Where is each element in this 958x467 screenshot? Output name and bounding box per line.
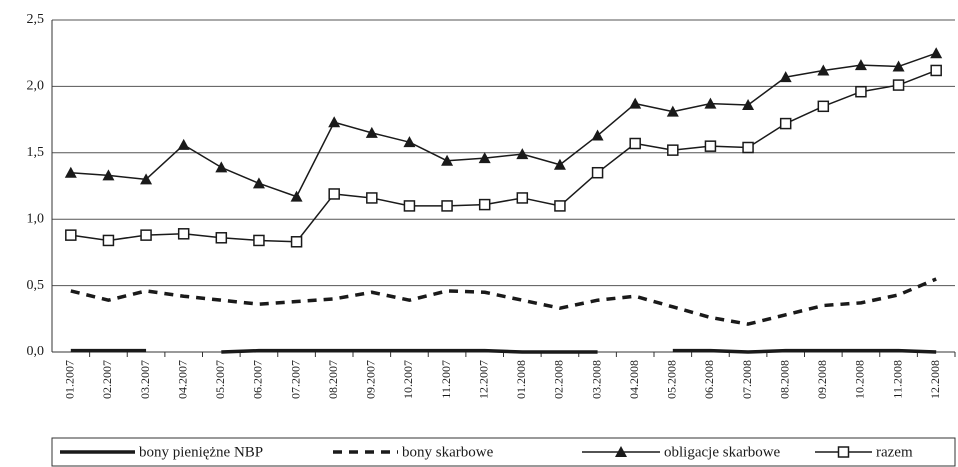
point-marker bbox=[102, 169, 115, 181]
point-marker bbox=[854, 59, 867, 71]
x-tick-label: 08.2007 bbox=[326, 360, 340, 399]
point-marker bbox=[704, 140, 717, 152]
y-tick-label: 0,5 bbox=[27, 278, 45, 293]
point-marker bbox=[215, 232, 228, 244]
point-marker bbox=[704, 97, 717, 109]
legend-box bbox=[51, 437, 956, 467]
x-tick-label: 05.2008 bbox=[665, 360, 679, 399]
x-tick-label: 02.2008 bbox=[552, 360, 566, 399]
series-line bbox=[70, 69, 937, 243]
y-tick-label: 2,5 bbox=[27, 12, 45, 27]
point-marker bbox=[817, 64, 830, 76]
point-marker bbox=[441, 200, 453, 212]
x-tick-label: 09.2008 bbox=[815, 360, 829, 399]
point-marker bbox=[328, 116, 341, 128]
x-tick-label: 05.2007 bbox=[213, 360, 227, 399]
point-marker bbox=[629, 97, 642, 109]
point-marker bbox=[215, 161, 228, 173]
point-marker bbox=[591, 129, 604, 141]
legend-label: bony skarbowe bbox=[402, 444, 494, 460]
point-marker bbox=[930, 47, 943, 59]
x-tick-label: 07.2007 bbox=[288, 360, 302, 399]
point-marker bbox=[554, 200, 566, 212]
x-tick-label: 06.2008 bbox=[702, 360, 716, 399]
x-tick-label: 04.2007 bbox=[175, 360, 189, 399]
legend-label: razem bbox=[876, 444, 913, 460]
point-marker bbox=[328, 188, 340, 200]
x-tick-label: 03.2008 bbox=[589, 360, 603, 399]
point-marker bbox=[516, 192, 529, 204]
point-marker bbox=[855, 85, 867, 98]
point-marker bbox=[666, 105, 679, 117]
x-tick-label: 12.2008 bbox=[928, 360, 942, 399]
point-marker bbox=[64, 166, 77, 178]
point-marker bbox=[252, 177, 265, 189]
point-marker bbox=[65, 229, 77, 241]
x-tick-label: 11.2008 bbox=[890, 360, 904, 399]
point-marker bbox=[403, 200, 416, 212]
point-marker bbox=[102, 234, 115, 247]
x-tick-label: 07.2008 bbox=[740, 360, 754, 399]
point-marker bbox=[441, 154, 454, 166]
point-marker bbox=[478, 198, 491, 211]
point-marker bbox=[140, 173, 153, 185]
x-tick-label: 09.2007 bbox=[364, 360, 378, 399]
point-marker bbox=[177, 138, 190, 150]
point-marker bbox=[742, 141, 754, 154]
y-tick-label: 2,0 bbox=[27, 79, 45, 94]
point-marker bbox=[140, 229, 152, 241]
point-marker bbox=[629, 137, 641, 150]
point-marker bbox=[892, 60, 905, 72]
legend-label: obligacje skarbowe bbox=[664, 444, 781, 460]
x-tick-label: 06.2007 bbox=[251, 360, 265, 399]
point-marker bbox=[365, 126, 378, 138]
point-marker bbox=[892, 79, 905, 91]
point-marker bbox=[478, 152, 491, 164]
point-marker bbox=[553, 158, 566, 170]
x-tick-label: 08.2008 bbox=[777, 360, 791, 399]
point-marker bbox=[779, 117, 792, 130]
x-tick-label: 03.2007 bbox=[138, 360, 152, 399]
point-marker bbox=[290, 236, 303, 248]
x-tick-label: 12.2007 bbox=[476, 360, 490, 399]
point-marker bbox=[591, 166, 604, 179]
point-marker bbox=[930, 64, 942, 77]
point-marker bbox=[779, 71, 792, 83]
series-line bbox=[70, 348, 937, 354]
legend-label: bony pieniężne NBP bbox=[139, 444, 263, 460]
point-marker bbox=[253, 234, 265, 247]
point-marker bbox=[667, 144, 679, 156]
y-tick-label: 1,0 bbox=[27, 211, 45, 226]
x-tick-label: 04.2008 bbox=[627, 360, 641, 399]
point-marker bbox=[742, 98, 755, 110]
x-tick-label: 11.2007 bbox=[439, 360, 453, 399]
point-marker bbox=[403, 136, 416, 148]
legend-marker bbox=[837, 446, 850, 458]
legend-marker bbox=[615, 446, 627, 457]
series-line bbox=[70, 52, 937, 198]
point-marker bbox=[516, 148, 529, 160]
y-tick-label: 1,5 bbox=[27, 145, 45, 160]
x-tick-label: 02.2007 bbox=[100, 360, 114, 399]
x-tick-label: 01.2007 bbox=[63, 360, 77, 399]
series-line bbox=[70, 277, 937, 326]
point-marker bbox=[817, 100, 830, 113]
point-marker bbox=[290, 190, 303, 202]
point-marker bbox=[366, 192, 378, 204]
x-tick-label: 10.2008 bbox=[853, 360, 867, 399]
x-tick-label: 01.2008 bbox=[514, 360, 528, 399]
y-tick-label: 0,0 bbox=[27, 344, 45, 359]
x-tick-label: 10.2007 bbox=[401, 360, 415, 399]
point-marker bbox=[177, 228, 190, 240]
